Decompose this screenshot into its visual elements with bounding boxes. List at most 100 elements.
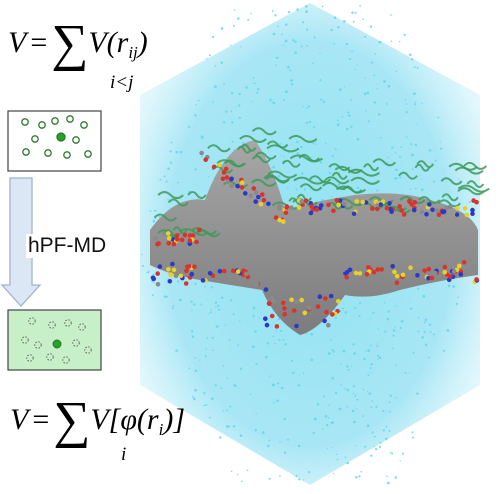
solvent-particle [212,349,214,352]
solvent-particle [405,111,408,114]
formula-subscript: ij [128,43,138,62]
lipid-tail [441,193,459,202]
lipid-tail [250,178,277,187]
solvent-particle [230,44,232,46]
solvent-particle [376,189,379,192]
solvent-particle [410,143,413,146]
solvent-particle [353,420,356,424]
lipid-headgroup [187,233,193,238]
solvent-particle [350,98,352,101]
lipid-headgroup [217,268,223,274]
lipid-tail [236,145,252,154]
solvent-particle [413,66,416,69]
lipid-tail [418,196,441,204]
solvent-particle [395,168,398,172]
lipid-headgroup [319,203,324,208]
solvent-particle [428,356,431,359]
solvent-particle [370,406,373,408]
solvent-particle [371,400,374,403]
lipid-headgroup [424,212,429,217]
lipid-tail [153,213,178,222]
lipid-headgroup [314,207,320,212]
solvent-particle [328,171,331,175]
solvent-particle [175,349,178,352]
solvent-particle [191,335,195,339]
solvent-particle [347,368,350,371]
lipid-headgroup [411,207,417,213]
solvent-particle [279,142,282,145]
lipid-headgroup [336,299,341,304]
lipid-headgroup [400,272,406,278]
lipid-headgroup [194,239,199,245]
solvent-particle [239,320,241,322]
solvent-particle [354,11,357,14]
lipid-headgroup [156,241,161,246]
solvent-particle [394,326,396,328]
lipid-headgroup [217,162,222,168]
solvent-particle [367,391,369,393]
lipid-headgroup [378,202,384,207]
lipid-tail [157,191,184,200]
solvent-particle [423,321,426,324]
solvent-particle [214,384,217,387]
solvent-particle [274,14,277,17]
solvent-particle [354,394,357,397]
lipid-headgroup [390,264,396,269]
solvent-particle [175,150,178,154]
lipid-headgroup [306,305,312,311]
solvent-particle [382,429,386,432]
solvent-particle [392,347,394,350]
solvent-particle [424,318,428,322]
solvent-particle [279,475,281,477]
lipid-headgroup [387,201,392,206]
solvent-particle [343,387,346,390]
lipid-headgroup [186,264,192,269]
solvent-particle [417,287,420,290]
lipid-headgroup [248,267,254,273]
solvent-particle [238,116,241,119]
solvent-particle [211,101,214,103]
solvent-particle [351,11,354,14]
lipid-headgroup [354,199,360,204]
solvent-particle [204,285,206,288]
lipid-tail [254,151,277,160]
solvent-particle [250,12,252,15]
solvent-particle [232,425,236,428]
solvent-particle [310,358,314,362]
down-arrow-icon [0,177,42,307]
lipid-tail [293,176,326,185]
lipid-tail [399,196,426,205]
solvent-particle [394,152,397,154]
solvent-particle [223,121,226,124]
solvent-particle [395,364,397,367]
solvent-particle [223,83,225,85]
formula-body: V(r [88,26,129,59]
solvent-particle [226,409,228,412]
solvent-particle [311,156,313,159]
solvent-particle [400,319,404,323]
solvent-particle [277,175,281,178]
solvent-particle [391,146,394,149]
solvent-particle [335,453,338,456]
solvent-particle [276,25,279,28]
lipid-headgroup [243,271,249,277]
solvent-particle [287,438,290,441]
solvent-particle [226,377,228,379]
solvent-particle [266,342,269,345]
lipid-tail [263,174,291,183]
solvent-particle [299,145,303,149]
solvent-particle [163,295,167,299]
solvent-particle [383,80,386,83]
solvent-particle [258,317,261,319]
solvent-particle [207,175,210,178]
lipid-headgroup [419,209,425,215]
solvent-particle [279,441,281,443]
solvent-particle [346,388,350,392]
solvent-particle [447,284,451,288]
lipid-headgroup [326,202,331,208]
solvent-particle [279,329,282,333]
solvent-particle [342,19,346,23]
lipid-tail [324,176,350,185]
solvent-particle [303,188,306,191]
